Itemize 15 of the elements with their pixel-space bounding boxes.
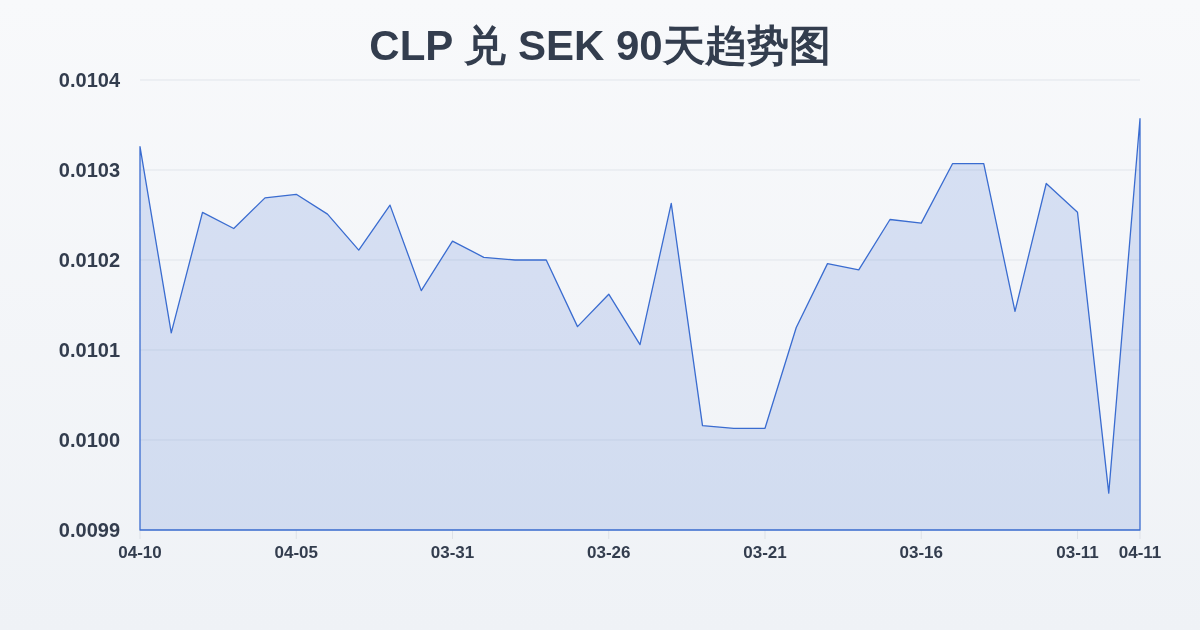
y-tick-label: 0.0104 [58,69,121,91]
chart-title: CLP 兑 SEK 90天趋势图 [369,22,831,69]
y-tick-label: 0.0101 [58,339,120,361]
y-tick-label: 0.0102 [58,249,120,271]
y-tick-label: 0.0103 [58,159,120,181]
x-tick-label: 03-16 [899,543,943,562]
x-tick-label: 03-11 [1056,543,1099,562]
x-tick-label: 03-31 [430,543,475,562]
x-tick-label: 03-26 [587,543,631,562]
x-tick-label: 04-10 [118,543,162,562]
y-tick-label: 0.0100 [58,429,120,451]
x-tick-label: 03-21 [743,543,787,562]
x-tick-label: 04-05 [274,543,318,562]
y-tick-label: 0.0099 [58,519,120,541]
x-tick-label: 04-11 [1118,543,1162,562]
